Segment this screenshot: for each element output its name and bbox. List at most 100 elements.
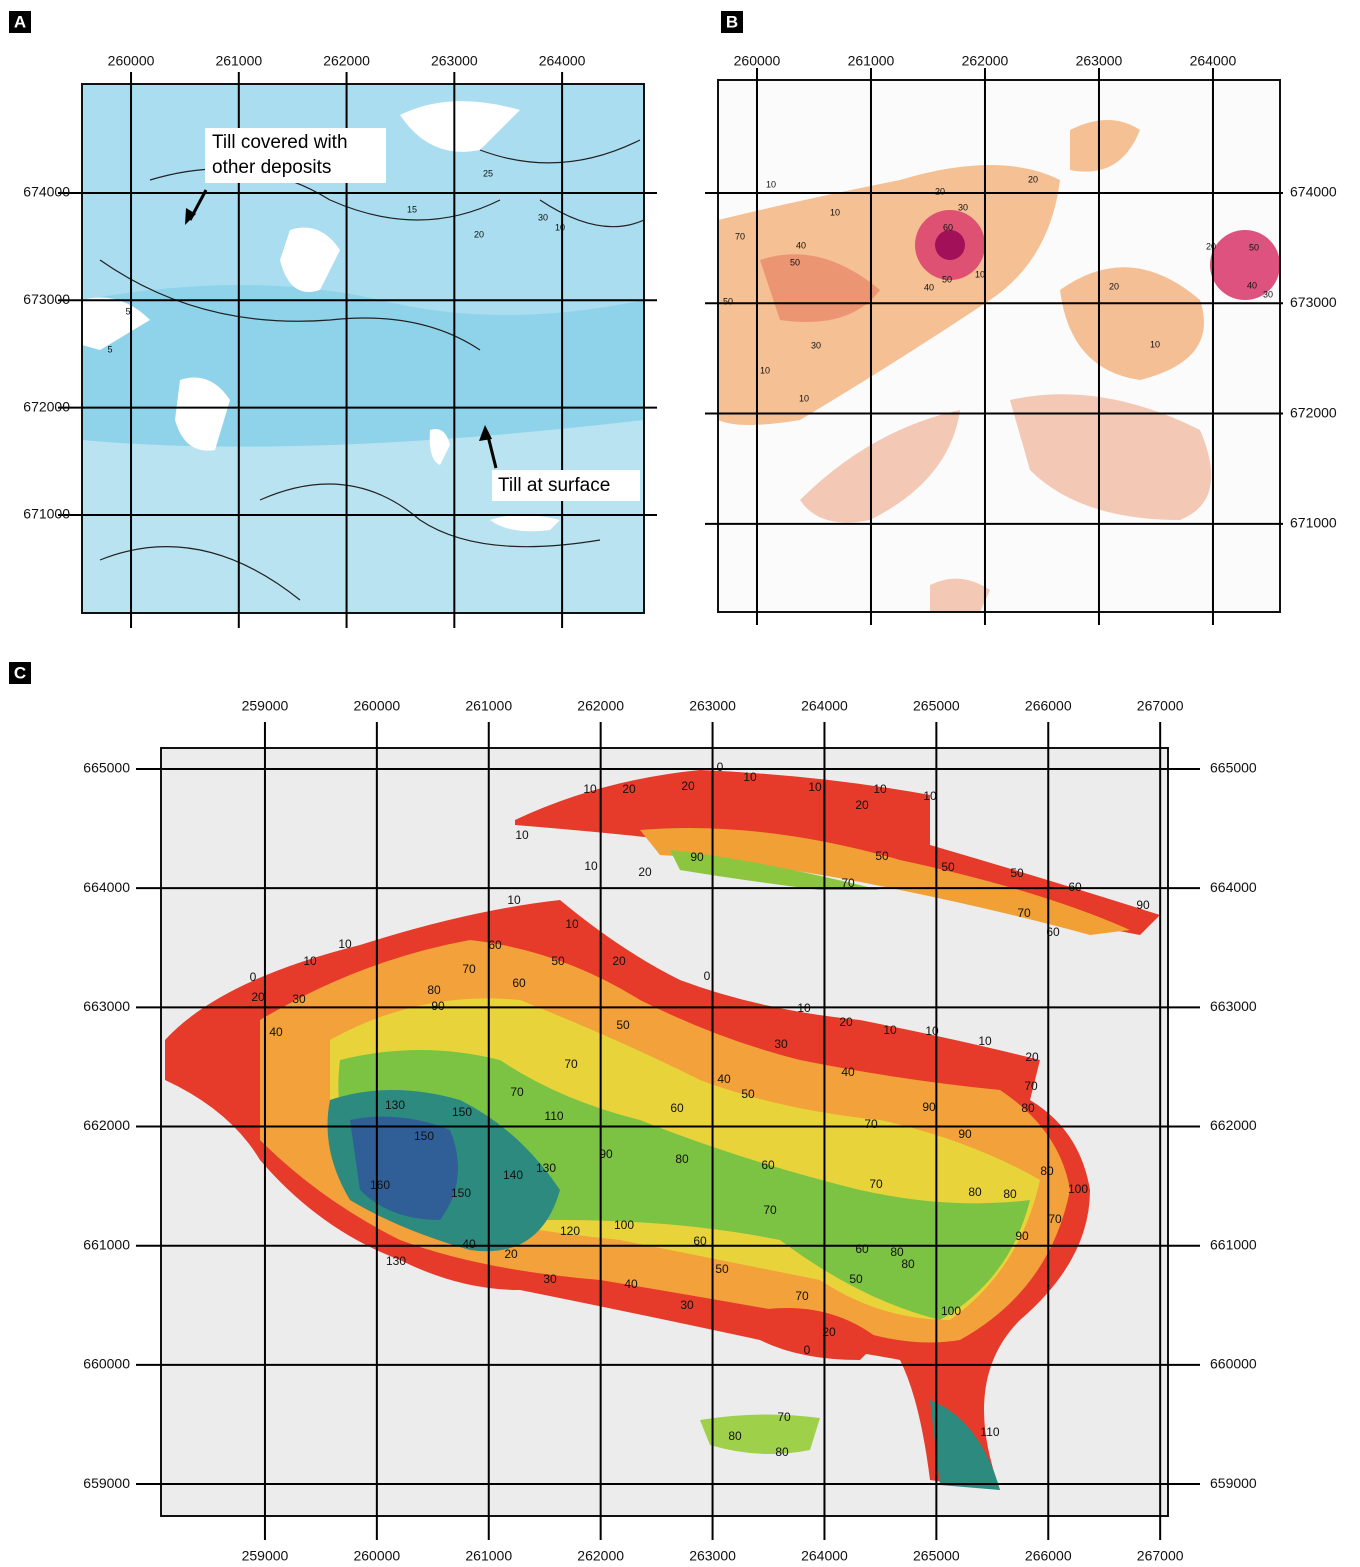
contour-label: 50	[849, 1272, 863, 1286]
panel-tag: A	[14, 12, 26, 31]
contour-label: 40	[269, 1025, 283, 1039]
contour-label: 150	[452, 1105, 472, 1119]
contour-label: 50	[790, 257, 800, 267]
contour-label: 70	[869, 1177, 883, 1191]
contour-label: 20	[839, 1015, 853, 1029]
contour-label: 20	[612, 954, 626, 968]
y-tick-label: 663000	[83, 998, 130, 1014]
annotation: Till at surface	[498, 475, 610, 496]
contour-label: 20	[1025, 1050, 1039, 1064]
contour-label: 10	[766, 179, 776, 189]
contour-label: 20	[1028, 174, 1038, 184]
contour-label: 10	[978, 1034, 992, 1048]
x-tick-label: 261000	[848, 53, 895, 69]
x-tick-label: 262000	[323, 53, 370, 69]
panel-tag: B	[726, 12, 738, 31]
x-tick-label: 265000	[913, 1548, 960, 1564]
x-tick-label: 261000	[465, 1548, 512, 1564]
contour-label: 30	[543, 1272, 557, 1286]
contour-label: 15	[407, 204, 417, 214]
contour-label: 130	[536, 1161, 556, 1175]
x-tick-label: 266000	[1025, 1548, 1072, 1564]
contour-label: 50	[616, 1018, 630, 1032]
contour-label: 20	[935, 186, 945, 196]
x-tick-label: 260000	[353, 698, 400, 714]
contour-label: 50	[1249, 242, 1259, 252]
contour-label: 40	[462, 1237, 476, 1251]
contour-label: 20	[1206, 241, 1216, 251]
contour-label: 10	[584, 859, 598, 873]
contour-label: 10	[583, 782, 597, 796]
y-tick-label: 671000	[1290, 515, 1337, 531]
contour-label: 10	[923, 789, 937, 803]
contour-label: 90	[1015, 1229, 1029, 1243]
contour-label: 5	[107, 344, 112, 354]
contour-label: 150	[414, 1129, 434, 1143]
contour-label: 50	[723, 296, 733, 306]
y-tick-label: 674000	[1290, 184, 1337, 200]
contour-label: 0	[717, 760, 724, 774]
y-tick-label: 662000	[1210, 1117, 1257, 1133]
contour-label: 110	[544, 1109, 563, 1123]
contour-label: 10	[565, 917, 579, 931]
x-tick-label: 263000	[689, 1548, 736, 1564]
contour-label: 0	[804, 1343, 811, 1357]
contour-label: 30	[774, 1037, 788, 1051]
contour-label: 80	[1003, 1187, 1017, 1201]
contour-label: 60	[512, 976, 526, 990]
y-tick-label: 661000	[83, 1236, 130, 1252]
x-tick-label: 259000	[242, 1548, 289, 1564]
contour-label: 160	[370, 1178, 390, 1192]
x-tick-label: 261000	[215, 53, 262, 69]
contour-label: 90	[1136, 898, 1150, 912]
y-tick-label: 661000	[1210, 1236, 1257, 1252]
contour-label: 70	[462, 962, 476, 976]
contour-label: 5	[125, 306, 130, 316]
contour-label: 10	[303, 954, 317, 968]
contour-label: 100	[614, 1218, 634, 1232]
contour-label: 80	[675, 1152, 689, 1166]
x-tick-label: 262000	[577, 1548, 624, 1564]
contour-label: 80	[427, 983, 441, 997]
panel-tag: C	[14, 663, 26, 682]
y-tick-label: 673000	[23, 291, 70, 307]
contour-label: 130	[386, 1254, 406, 1268]
contour-label: 10	[743, 770, 757, 784]
contour-label: 80	[728, 1429, 742, 1443]
contour-label: 90	[922, 1100, 936, 1114]
contour-label: 20	[251, 990, 265, 1004]
contour-label: 90	[690, 850, 704, 864]
y-tick-label: 673000	[1290, 294, 1337, 310]
contour-label: 10	[883, 1023, 897, 1037]
y-tick-label: 664000	[83, 879, 130, 895]
panel-c-map	[161, 748, 1168, 1516]
y-tick-label: 659000	[1210, 1475, 1257, 1491]
contour-label: 130	[385, 1098, 405, 1112]
y-tick-label: 665000	[83, 760, 130, 776]
contour-label: 50	[1010, 866, 1024, 880]
y-tick-label: 664000	[1210, 879, 1257, 895]
contour-label: 20	[855, 798, 869, 812]
contour-label: 80	[775, 1445, 789, 1459]
x-tick-label: 259000	[242, 698, 289, 714]
x-tick-label: 264000	[801, 698, 848, 714]
contour-label: 20	[681, 779, 695, 793]
contour-label: 70	[795, 1289, 809, 1303]
x-tick-label: 263000	[689, 698, 736, 714]
y-tick-label: 665000	[1210, 760, 1257, 776]
contour-label: 40	[1247, 280, 1257, 290]
contour-label: 70	[564, 1057, 578, 1071]
contour-label: 70	[1048, 1212, 1062, 1226]
x-tick-label: 267000	[1137, 698, 1184, 714]
x-tick-label: 260000	[353, 1548, 400, 1564]
contour-label: 50	[875, 849, 889, 863]
x-tick-label: 264000	[539, 53, 586, 69]
x-tick-label: 264000	[801, 1548, 848, 1564]
contour-label: 10	[975, 269, 985, 279]
contour-label: 10	[338, 937, 352, 951]
contour-label: 10	[555, 222, 565, 232]
contour-label: 30	[680, 1298, 694, 1312]
x-tick-label: 263000	[1076, 53, 1123, 69]
y-tick-label: 662000	[83, 1117, 130, 1133]
x-tick-label: 260000	[734, 53, 781, 69]
